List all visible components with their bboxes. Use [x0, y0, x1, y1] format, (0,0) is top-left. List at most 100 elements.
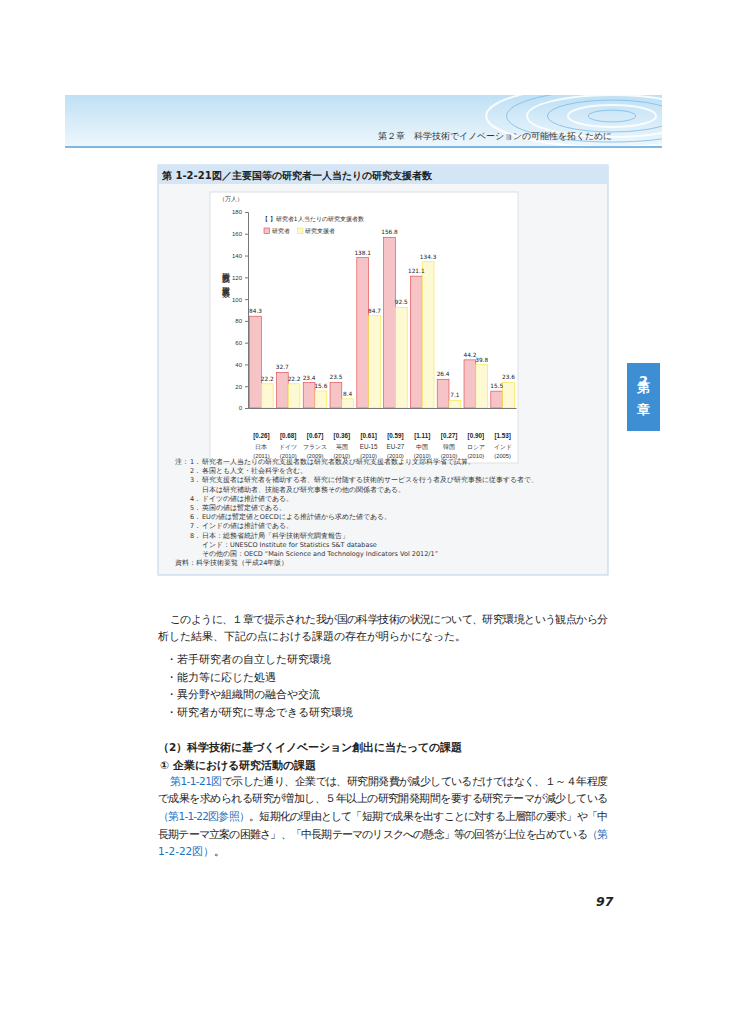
note-text: その他の国：OECD “Main Science and Technology …: [202, 550, 438, 558]
figure-title-bar: [158, 165, 608, 184]
note-text: 研究者一人当たりの研究支援者数は研究者数及び研究支援者数より文部科学省で試算。: [202, 458, 475, 466]
bar: [315, 391, 327, 408]
note-text: 日本は研究補助者、技能者及び研究事務その他の関係者である。: [202, 486, 405, 494]
y-tick-mark: [245, 364, 248, 365]
ratio-label: [0.61]: [360, 432, 376, 440]
header-ring: [588, 110, 636, 122]
legend-swatch: [264, 228, 270, 234]
y-tick-mark: [245, 299, 248, 300]
x-tick-label: フランス: [303, 443, 327, 450]
figure-reference: 1-2-22図）: [158, 845, 214, 857]
note-text: 各国とも人文・社会科学を含む。: [202, 467, 307, 475]
bar: [503, 382, 515, 408]
data-label: 7.1: [450, 392, 460, 398]
note-number: 6．: [190, 513, 201, 521]
legend: 【 】研究者1人当たりの研究支援者数研究者 研究支援者: [262, 215, 364, 234]
figure-reference: 第1-1-21図: [170, 775, 222, 787]
data-label: 84.3: [249, 308, 262, 314]
y-tick-label: 0: [239, 405, 243, 411]
data-label: 23.4: [303, 375, 316, 381]
data-label: 23.6: [502, 374, 515, 380]
x-tick: フランス[0.67](2009): [303, 432, 327, 459]
data-labels: 84.332.723.423.5138.1156.8121.126.444.21…: [249, 229, 515, 398]
figure-reference: （第: [587, 828, 608, 840]
legend-label: 研究支援者: [305, 227, 335, 234]
bars: [250, 237, 515, 408]
x-tick-label: EU-15: [360, 443, 378, 450]
notes-source: 資料：科学技術要覧（平成24年版）: [175, 559, 288, 567]
bullet-item: ・若手研究者の自立した研究環境: [166, 653, 331, 665]
note-number: 7．: [190, 522, 201, 530]
bullet-item: ・異分野や組織間の融合や交流: [166, 688, 320, 700]
y-tick: 120: [232, 275, 248, 281]
data-label: 26.4: [437, 371, 450, 377]
figure-reference: （第1-1-22図参照）: [158, 810, 250, 822]
x-tick-label: 英国: [336, 443, 348, 450]
bar: [330, 382, 342, 408]
y-tick: 100: [232, 297, 248, 303]
y-tick-label: 140: [232, 253, 243, 259]
ratio-label: [1.11]: [414, 432, 430, 440]
legend-label: 研究者: [272, 227, 290, 234]
bar: [303, 383, 315, 408]
header-rule: [65, 146, 662, 148]
note-text: 日本：総務省統計局「科学技術研究調査報告」: [202, 532, 349, 540]
y-tick-mark: [245, 408, 248, 409]
y-tick: 80: [235, 318, 248, 324]
x-tick: 中国[1.11](2010): [414, 432, 431, 459]
y-tick: 40: [235, 362, 248, 368]
body-line: 1-2-22図）。: [158, 845, 225, 857]
bar: [342, 399, 354, 408]
y-axis-line: [245, 213, 249, 409]
y-tick-mark: [245, 212, 248, 213]
note-text: 英国の値は暫定値である。: [202, 504, 286, 512]
x-tick-label: インド: [494, 443, 512, 450]
body-span: 。: [214, 845, 225, 857]
data-label: 8.4: [343, 391, 353, 397]
y-tick-mark: [245, 234, 248, 235]
note-text: インドの値は推計値である。: [202, 522, 293, 530]
figure-notes: 注：1．研究者一人当たりの研究支援者数は研究者数及び研究支援者数より文部科学省で…: [175, 458, 538, 567]
ratio-label: [0.26]: [253, 432, 269, 440]
bar: [384, 237, 396, 408]
bar: [410, 276, 422, 408]
x-tick: ドイツ[0.68](2010): [279, 432, 297, 459]
chart-panel: [210, 192, 518, 463]
y-tick-mark: [245, 343, 248, 344]
data-label: 138.1: [354, 250, 371, 256]
body-span: 長期テーマ立案の困難さ」、「中長期テーマのリスクへの懸念」等の回答が上位を占めて…: [158, 828, 588, 840]
data-label: 32.7: [276, 364, 289, 370]
y-tick-label: 160: [232, 231, 243, 237]
bar: [276, 372, 288, 408]
body-line: 第1-1-21図で示した通り、企業では、研究開発費が減少しているだけではなく、１…: [170, 775, 608, 788]
bar: [464, 360, 476, 408]
body-span: で成果を求められる研究が増加し、５年以上の研究開発期間を要する研究テーマが減少し…: [158, 792, 608, 805]
y-tick-label: 100: [232, 297, 243, 303]
ratio-label: [0.68]: [280, 432, 296, 440]
data-label: 22.2: [261, 376, 274, 382]
x-tick: EU-27[0.59](2010): [386, 432, 404, 459]
legend-title: 【 】研究者1人当たりの研究支援者数: [262, 215, 364, 222]
note-number: 5．: [190, 504, 201, 512]
note-text: 研究支援者は研究者を補助する者、研究に付随する技術的サービスを行う者及び研究事務…: [202, 476, 538, 484]
y-axis: 020406080100120140160180: [232, 209, 249, 411]
x-tick: インド[1.53](2005): [494, 432, 512, 459]
y-tick: 180: [232, 209, 248, 215]
bar: [288, 384, 300, 408]
ratio-label: [0.59]: [387, 432, 403, 440]
category-year: (2005): [494, 453, 511, 459]
y-tick-label: 60: [235, 340, 242, 346]
x-tick: 韓国[0.27](2010): [441, 432, 458, 459]
data-label: 15.6: [314, 383, 327, 389]
chart-title: 第 1-2-21図／主要国等の研究者一人当たりの研究支援者数: [161, 170, 433, 182]
data-label: 134.3: [420, 254, 437, 260]
side-tab: [627, 363, 660, 431]
bar: [491, 391, 503, 408]
bar: [250, 316, 262, 408]
bar: [261, 384, 273, 408]
y-tick-mark: [245, 256, 248, 257]
note-number: 2．: [190, 467, 201, 475]
data-label: 84.7: [368, 308, 381, 314]
body-span: 。短期化の理由として「短期で成果を出すことに対する上層部の要求」や「中: [249, 810, 608, 823]
data-label: 121.1: [408, 268, 425, 274]
